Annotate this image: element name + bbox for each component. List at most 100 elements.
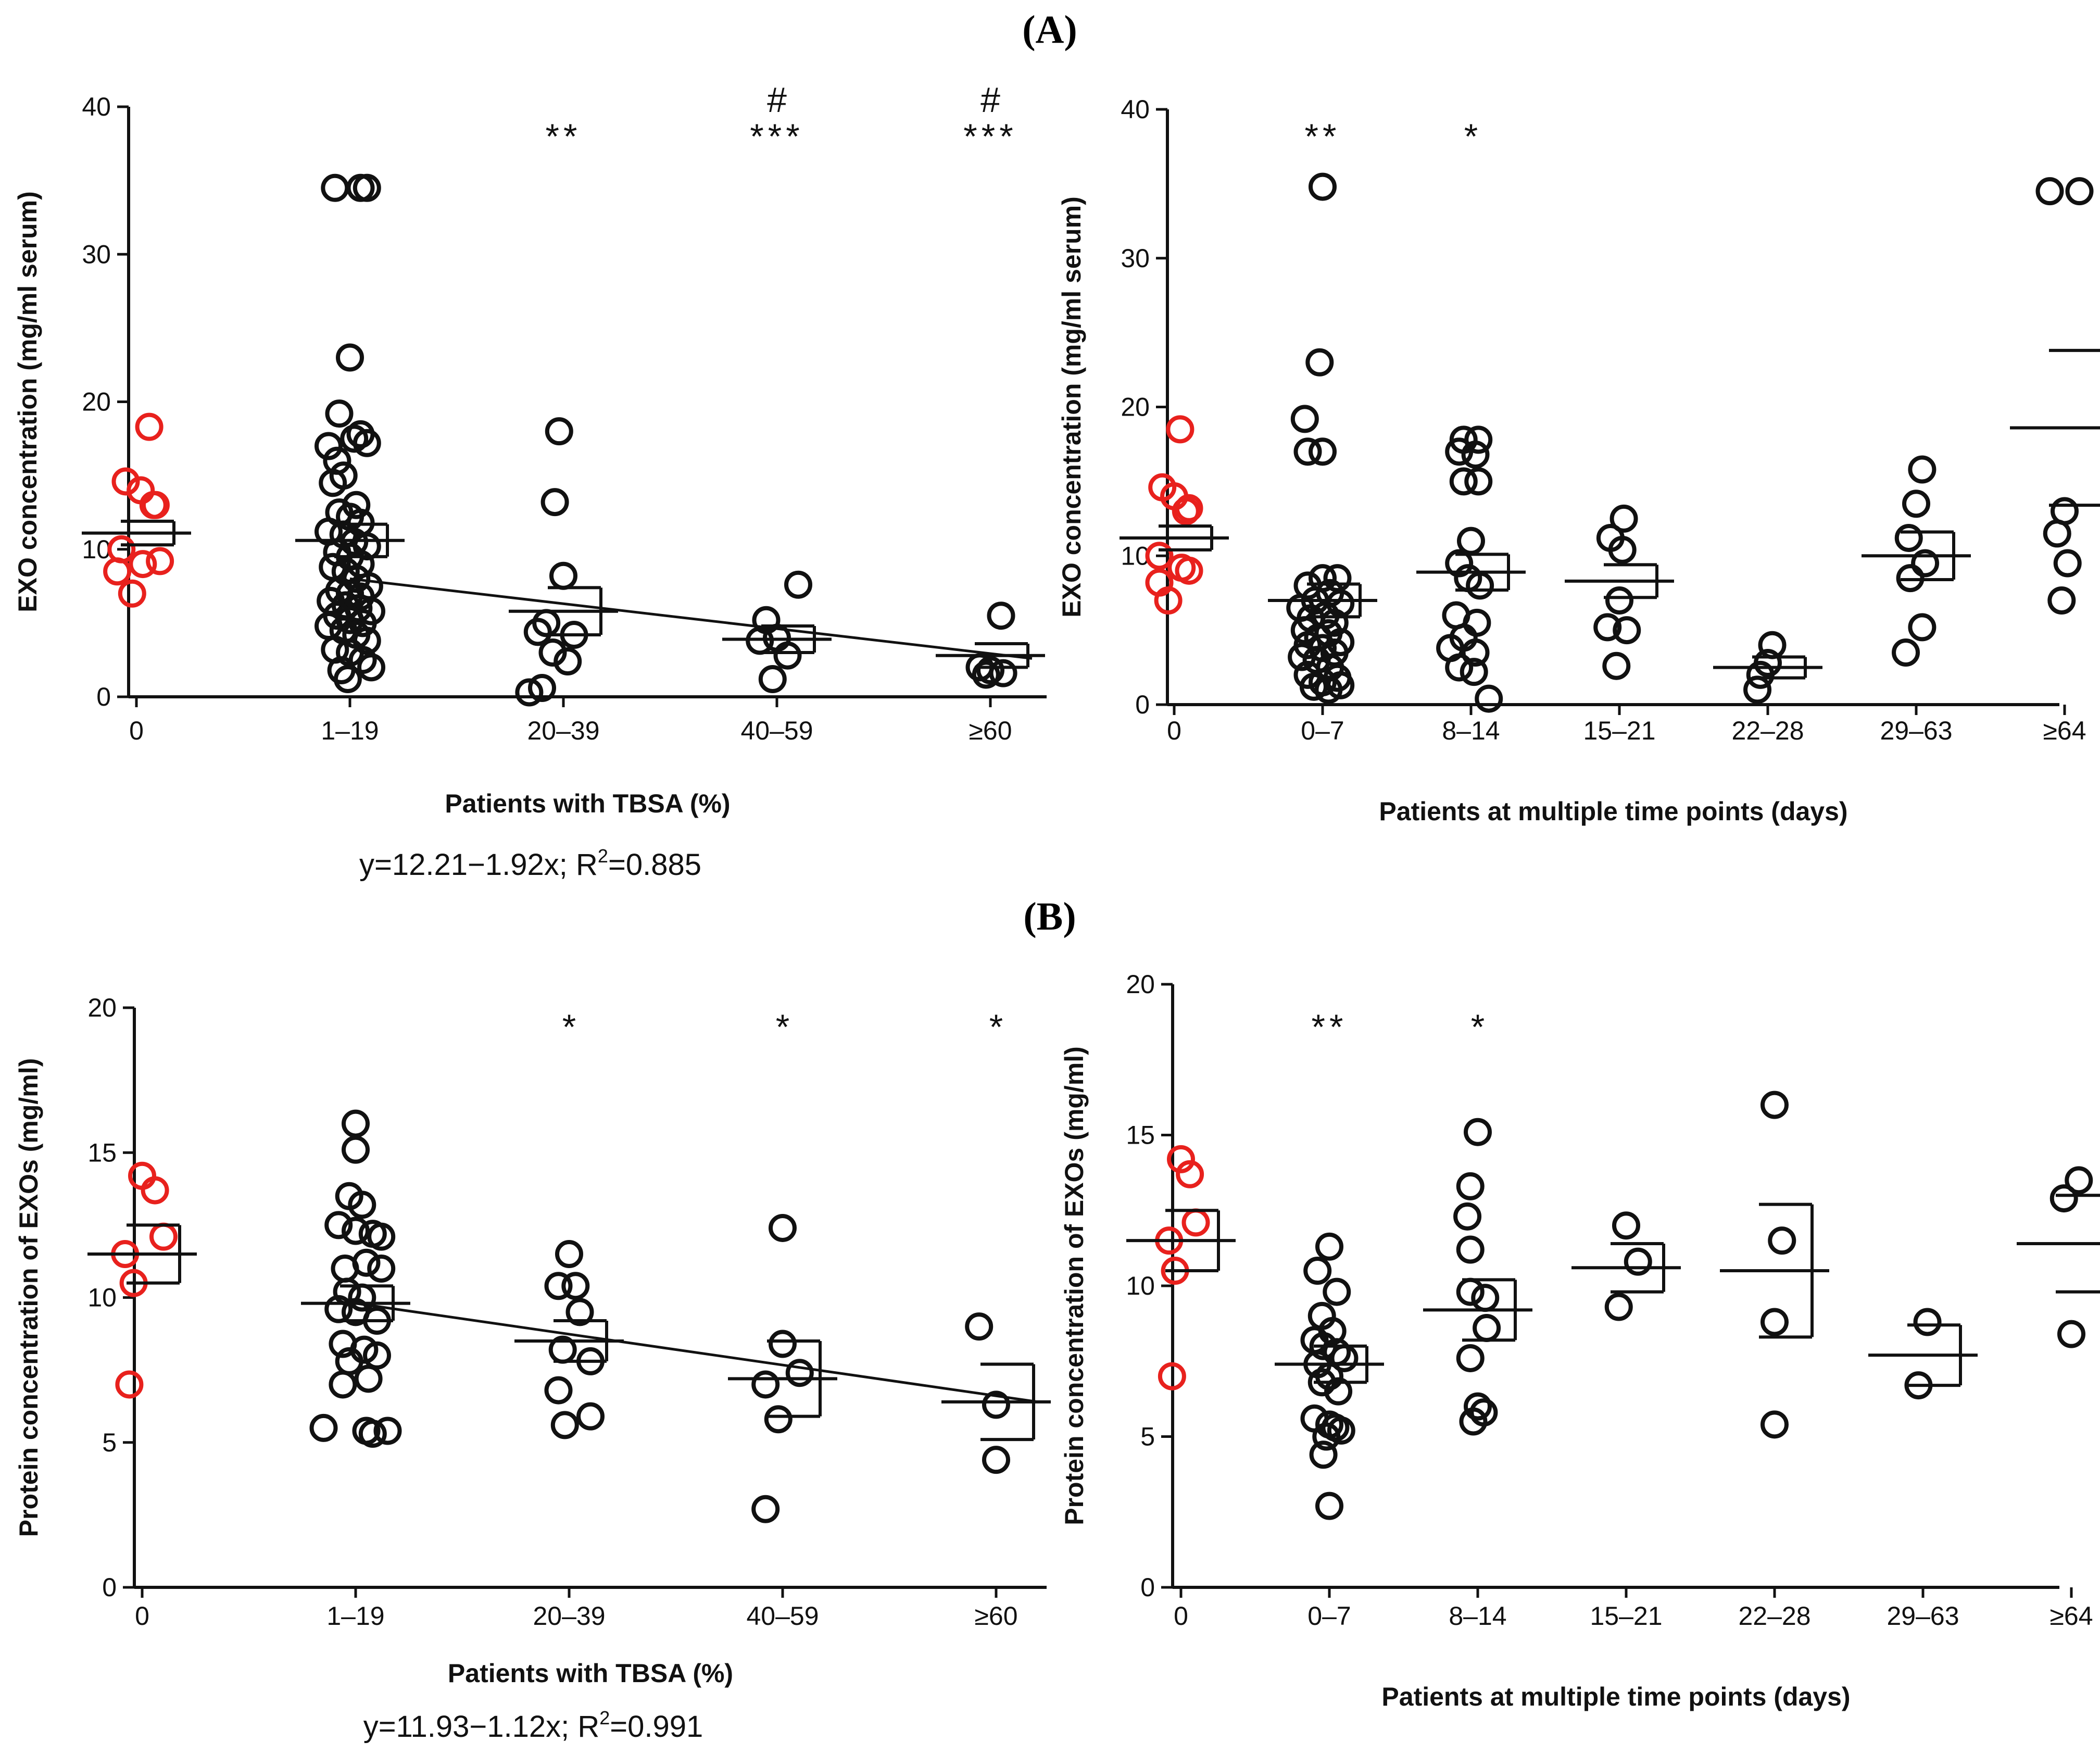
x-axis-title: Patients at multiple time points (days) (1381, 1682, 1850, 1711)
y-tick-label: 20 (1126, 970, 1155, 999)
y-tick-label: 10 (1126, 1271, 1155, 1300)
data-point (1303, 1257, 1332, 1285)
data-point (1902, 490, 1930, 518)
y-tick-label: 5 (1140, 1422, 1155, 1451)
data-point (1457, 527, 1485, 555)
y-tick-label: 0 (1135, 690, 1150, 719)
panel-label-b: (B) (1023, 895, 1076, 938)
y-axis-title: Protein concentration of EXOs (mg/ml) (1060, 1046, 1089, 1525)
x-tick-label: 29–63 (1887, 1601, 1959, 1631)
data-point (1175, 494, 1203, 522)
panel-label-a: (A) (1022, 8, 1077, 52)
y-axis-title: EXO concentration (mg/ml serum) (1057, 196, 1086, 617)
data-point (1473, 1314, 1501, 1343)
x-tick-label: 22–28 (1738, 1601, 1810, 1631)
data-point (141, 491, 170, 519)
data-point (751, 1370, 780, 1399)
chart-a-tbsa: 0 10 20 30 40 0 1–19 20–39 40–59 ≥60 Patients with… (13, 80, 1047, 882)
data-point (1449, 467, 1478, 496)
y-tick-label: 10 (82, 535, 111, 564)
data-point (103, 557, 132, 586)
x-tick-label: 8–14 (1442, 716, 1500, 745)
data-point (324, 1295, 353, 1323)
data-point (373, 1417, 402, 1445)
y-tick-label: 30 (82, 240, 111, 269)
data-point (336, 343, 364, 372)
x-tick-label: 15–21 (1590, 1601, 1662, 1631)
data-point (325, 399, 354, 428)
data-point (1460, 658, 1488, 686)
x-tick-label: 40–59 (746, 1601, 819, 1631)
data-point (576, 1402, 605, 1431)
x-tick-label: 1–19 (321, 716, 379, 745)
data-point (1166, 415, 1194, 444)
data-point (561, 1272, 590, 1300)
data-point (550, 1411, 579, 1439)
data-point (1315, 1232, 1343, 1261)
x-tick-label: 29–63 (1880, 716, 1952, 745)
significance-marker: ** (1312, 1007, 1348, 1047)
significance-marker: *** (750, 117, 803, 156)
data-point (1445, 437, 1474, 466)
x-tick-label: 40–59 (740, 716, 813, 745)
data-point (1908, 455, 1936, 484)
data-point (319, 469, 347, 497)
y-tick-label: 40 (1121, 95, 1150, 124)
data-point (1464, 1118, 1492, 1146)
y-tick-label: 30 (1121, 244, 1150, 273)
data-point (1290, 405, 1319, 433)
data-point (2057, 1320, 2085, 1348)
data-point (1323, 1277, 1351, 1306)
data-point (354, 1364, 383, 1393)
x-tick-label: 8–14 (1449, 1601, 1506, 1631)
data-point (1445, 549, 1474, 578)
data-point (1167, 1145, 1195, 1173)
data-point (1172, 497, 1200, 525)
data-point (1913, 1308, 1942, 1336)
data-point (2065, 1166, 2093, 1195)
y-tick-label: 0 (1140, 1573, 1155, 1602)
x-tick-label: ≥60 (969, 716, 1012, 745)
data-point (538, 638, 567, 667)
chart-b-time-points: 0 5 10 15 20 0 0–7 8–14 15–21 22–28 29–63 ≥64 Patien… (1060, 970, 2100, 1711)
data-point (1624, 1247, 1652, 1276)
data-point (1609, 504, 1638, 533)
regression-line (349, 577, 1033, 660)
significance-marker: * (1464, 117, 1478, 156)
data-point (2065, 177, 2094, 206)
data-point (1299, 672, 1328, 701)
significance-marker: ** (1305, 117, 1341, 156)
data-point (1602, 652, 1631, 680)
data-point (329, 1370, 357, 1399)
data-point (342, 1109, 370, 1138)
y-tick-label: 0 (96, 682, 111, 711)
data-point (1908, 613, 1936, 642)
data-point (785, 1359, 814, 1387)
x-tick-label: 1–19 (326, 1601, 384, 1631)
data-point (1746, 660, 1775, 689)
chart-b-tbsa: 0 5 10 15 20 0 1–19 20–39 40–59 ≥60 Patients with … (14, 993, 1051, 1744)
significance-marker: * (989, 1007, 1003, 1047)
data-point (358, 1420, 387, 1448)
data-point (523, 618, 552, 646)
data-point (1445, 653, 1474, 682)
data-point (118, 579, 146, 608)
data-point (515, 678, 544, 707)
x-axis-title: Patients with TBSA (%) (448, 1659, 733, 1688)
data-point (2047, 586, 2076, 615)
data-point (333, 665, 362, 694)
x-tick-label: 15–21 (1583, 716, 1655, 745)
data-point (769, 1330, 797, 1358)
x-axis-title: Patients at multiple time points (days) (1379, 797, 1847, 826)
y-tick-label: 20 (87, 993, 117, 1022)
x-tick-label: 20–39 (527, 716, 599, 745)
data-point (773, 641, 802, 670)
data-point (544, 1376, 573, 1405)
y-tick-label: 40 (82, 92, 111, 121)
regression-equation: y=12.21−1.92x; R2=0.885 (359, 845, 701, 882)
significance-marker: ** (546, 117, 582, 156)
y-tick-label: 5 (102, 1428, 117, 1457)
data-point (2043, 519, 2071, 548)
data-point (2049, 1184, 2078, 1213)
